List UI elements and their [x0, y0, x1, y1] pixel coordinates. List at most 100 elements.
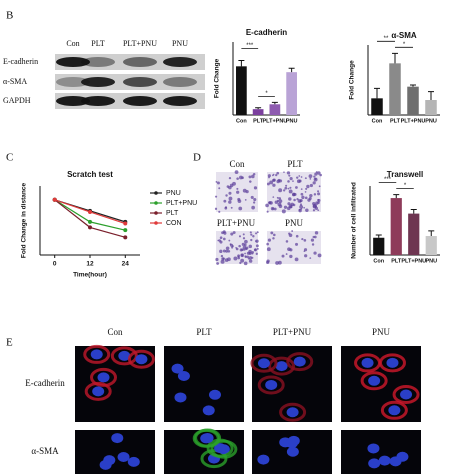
fluorescence-image [341, 430, 421, 474]
cell-stain [252, 201, 256, 204]
cell-stain [298, 175, 301, 177]
cell-stain [285, 240, 289, 243]
cell-stain [309, 177, 312, 180]
cell-stain [272, 178, 276, 182]
error-bar [392, 52, 398, 64]
cell-stain [228, 176, 232, 180]
legend-marker [154, 191, 158, 195]
x-tick-label: PNU [286, 118, 298, 124]
cell-stain [295, 186, 298, 189]
cell-stain [313, 175, 316, 178]
cytoplasm-stain [380, 400, 408, 420]
if-column-label: Con [107, 327, 123, 337]
y-axis-label: Number of cell infiltrated [351, 182, 358, 259]
cell-stain [299, 203, 303, 206]
cell-stain [255, 239, 259, 243]
nucleus [135, 354, 148, 365]
cell-stain [251, 205, 256, 210]
nucleus [388, 405, 401, 416]
cell-stain [251, 174, 255, 179]
cell-stain [237, 199, 242, 204]
cell-stain [225, 194, 228, 197]
bar [371, 98, 383, 115]
error-bar [271, 101, 278, 105]
blot-band [56, 96, 90, 106]
cytoplasm-stain [84, 381, 112, 401]
cell-stain [245, 189, 249, 194]
cell-stain [276, 196, 279, 199]
bar [286, 72, 297, 115]
blot-band [81, 77, 115, 87]
cell-stain [312, 181, 316, 185]
chart-title: Transwell [387, 170, 423, 179]
cell-stain [292, 180, 294, 182]
cell-stain [268, 201, 271, 204]
nucleus [257, 358, 270, 369]
if-column-label: PLT [196, 327, 212, 337]
cell-stain [286, 206, 291, 211]
cell-stain [285, 253, 288, 255]
cell-stain [267, 238, 272, 242]
cell-stain [317, 190, 320, 193]
cell-stain [278, 204, 283, 209]
cell-stain [279, 179, 283, 183]
panel-label: D [193, 152, 201, 164]
cell-stain [266, 182, 270, 186]
cell-stain [228, 185, 232, 190]
cell-stain [223, 199, 227, 203]
cell-stain [312, 209, 316, 212]
cell-stain [314, 231, 319, 235]
cell-stain [232, 231, 236, 235]
cell-stain [304, 254, 308, 258]
cell-stain [255, 232, 258, 235]
cell-stain [246, 255, 250, 259]
cell-stain [228, 200, 232, 204]
cell-stain [227, 249, 231, 253]
cell-stain [317, 192, 321, 196]
cytoplasm-stain [268, 356, 296, 376]
cell-stain [237, 256, 241, 260]
nucleus [118, 350, 131, 361]
bar [425, 236, 437, 255]
cell-stain [225, 246, 230, 251]
cell-stain [304, 177, 307, 180]
y-axis-label: Fold Change [214, 58, 221, 98]
cell-stain [219, 249, 223, 254]
cell-stain [228, 196, 233, 201]
cell-stain [234, 170, 239, 175]
error-bar [410, 84, 416, 87]
cell-stain [222, 249, 226, 253]
cell-stain [230, 206, 233, 209]
error-bar [393, 194, 400, 199]
blot-band [56, 57, 90, 67]
cell-stain [235, 246, 237, 249]
cell-stain [232, 181, 236, 186]
cytoplasm-stain [360, 371, 388, 391]
chart-title: E-cadherin [246, 28, 287, 37]
bar [425, 100, 437, 115]
cell-stain [220, 259, 225, 264]
cell-stain [311, 243, 315, 246]
legend-marker [154, 221, 158, 225]
significance-label: * [403, 42, 406, 48]
cell-stain [308, 174, 313, 179]
cell-stain [315, 201, 319, 205]
cell-stain [314, 172, 318, 176]
cell-stain [267, 174, 271, 178]
nucleus [368, 458, 381, 469]
bar [408, 213, 420, 255]
cell-stain [256, 247, 259, 250]
cytoplasm-stain [127, 349, 155, 369]
nucleus [202, 405, 215, 416]
blot-band [123, 96, 157, 106]
cell-stain [277, 260, 282, 265]
panel-label: E [6, 337, 13, 349]
cell-stain [283, 205, 288, 209]
nucleus [265, 379, 278, 390]
blot-band [81, 96, 115, 106]
cell-stain [313, 251, 317, 255]
cell-stain [317, 198, 321, 202]
cell-stain [244, 199, 247, 201]
data-point [123, 221, 128, 226]
